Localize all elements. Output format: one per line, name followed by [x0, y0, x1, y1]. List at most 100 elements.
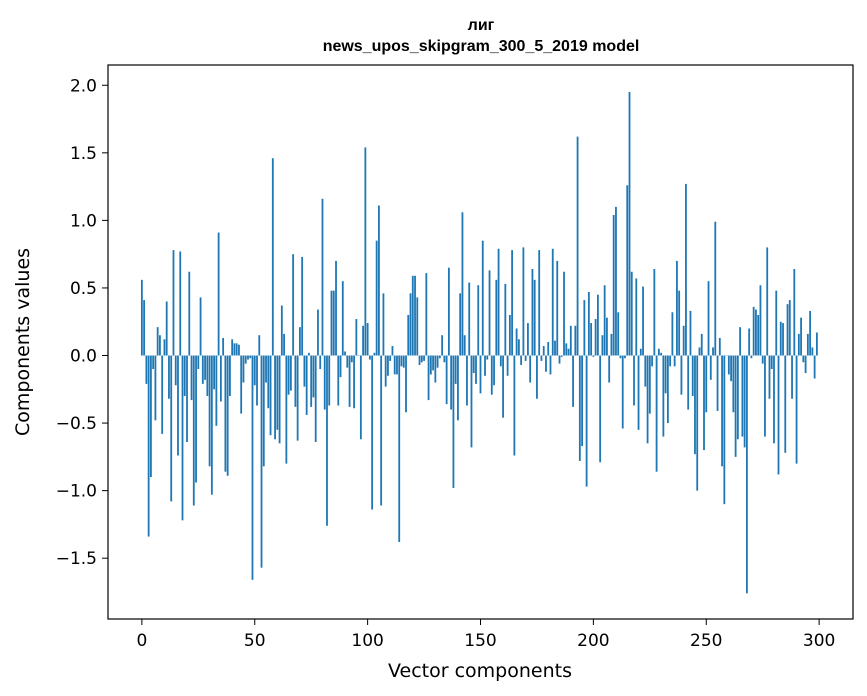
bar-274	[759, 285, 762, 356]
bar-240	[682, 325, 685, 356]
bar-212	[619, 355, 622, 359]
bar-33	[215, 355, 218, 426]
bar-147	[472, 355, 475, 374]
bar-176	[538, 250, 541, 356]
bar-0	[140, 279, 143, 356]
bar-253	[712, 347, 714, 356]
bar-218	[633, 355, 635, 406]
bar-114	[398, 355, 401, 542]
bar-27	[201, 355, 204, 384]
bar-294	[804, 355, 807, 374]
bar-151	[481, 240, 484, 356]
bar-174	[533, 279, 536, 356]
bar-196	[583, 300, 586, 356]
bar-214	[624, 355, 626, 359]
bar-293	[802, 355, 805, 363]
bar-264	[736, 355, 739, 440]
x-tick-label: 150	[464, 631, 496, 651]
bar-88	[339, 355, 342, 378]
bar-283	[779, 321, 782, 356]
bar-105	[378, 205, 380, 356]
bar-47	[247, 355, 249, 360]
bar-14	[172, 250, 175, 356]
bar-168	[520, 355, 523, 365]
y-axis-label: Components values	[12, 248, 34, 436]
bar-90	[344, 351, 346, 356]
bar-219	[635, 278, 638, 356]
bar-87	[337, 355, 340, 406]
bar-10	[163, 339, 166, 356]
bar-67	[292, 254, 295, 356]
bar-5	[152, 355, 155, 370]
bar-279	[770, 355, 773, 370]
bar-106	[380, 355, 383, 506]
bar-180	[547, 342, 550, 356]
bar-286	[786, 304, 789, 356]
bar-16	[177, 355, 179, 456]
bar-173	[531, 269, 534, 356]
bar-123	[418, 355, 421, 365]
bar-178	[542, 346, 545, 356]
bar-166	[515, 328, 518, 356]
bar-83	[328, 355, 331, 406]
bar-249	[703, 355, 705, 451]
bar-187	[563, 271, 565, 356]
bar-228	[655, 355, 658, 472]
bar-169	[522, 247, 525, 356]
bar-109	[387, 355, 389, 376]
bar-210	[615, 206, 617, 356]
bar-12	[168, 355, 170, 399]
bar-21	[188, 271, 191, 356]
bar-222	[642, 286, 644, 356]
bar-189	[567, 348, 570, 356]
bar-34	[217, 232, 220, 356]
bar-258	[723, 355, 726, 505]
bar-150	[479, 355, 482, 394]
bar-167	[517, 339, 520, 356]
bar-64	[285, 355, 288, 464]
bar-296	[809, 310, 812, 356]
bar-171	[527, 323, 529, 356]
x-tick-label: 200	[577, 631, 609, 651]
bar-60	[276, 355, 279, 430]
bar-146	[470, 355, 473, 448]
bar-28	[204, 355, 206, 380]
y-tick-label: −0.5	[56, 414, 97, 434]
bar-158	[497, 248, 500, 356]
bar-271	[752, 306, 755, 356]
bar-7	[156, 327, 159, 356]
bar-65	[287, 355, 290, 395]
bar-272	[755, 309, 757, 356]
bar-255	[716, 355, 719, 411]
bar-241	[685, 183, 687, 356]
bar-39	[229, 355, 231, 397]
bar-73	[305, 355, 308, 415]
bar-231	[662, 355, 665, 437]
bar-285	[784, 355, 787, 453]
bar-236	[673, 355, 676, 367]
bar-239	[680, 355, 683, 395]
bar-170	[524, 355, 527, 361]
bar-48	[249, 355, 252, 359]
bar-107	[382, 293, 385, 356]
bar-13	[170, 355, 173, 502]
y-tick-label: 1.0	[70, 211, 97, 231]
bar-287	[788, 300, 791, 356]
bar-175	[536, 355, 538, 399]
bar-18	[181, 355, 184, 521]
bar-268	[745, 355, 748, 594]
bar-163	[508, 314, 511, 356]
bar-257	[721, 355, 723, 467]
x-tick-label: 0	[136, 631, 147, 651]
bar-142	[461, 212, 464, 356]
bar-97	[359, 355, 362, 440]
bar-62	[280, 305, 283, 356]
bar-152	[484, 355, 486, 376]
bar-71	[301, 256, 304, 356]
bar-276	[764, 355, 766, 437]
bar-137	[450, 355, 453, 410]
bar-213	[621, 355, 624, 429]
bar-89	[341, 281, 344, 356]
bar-63	[283, 333, 285, 356]
